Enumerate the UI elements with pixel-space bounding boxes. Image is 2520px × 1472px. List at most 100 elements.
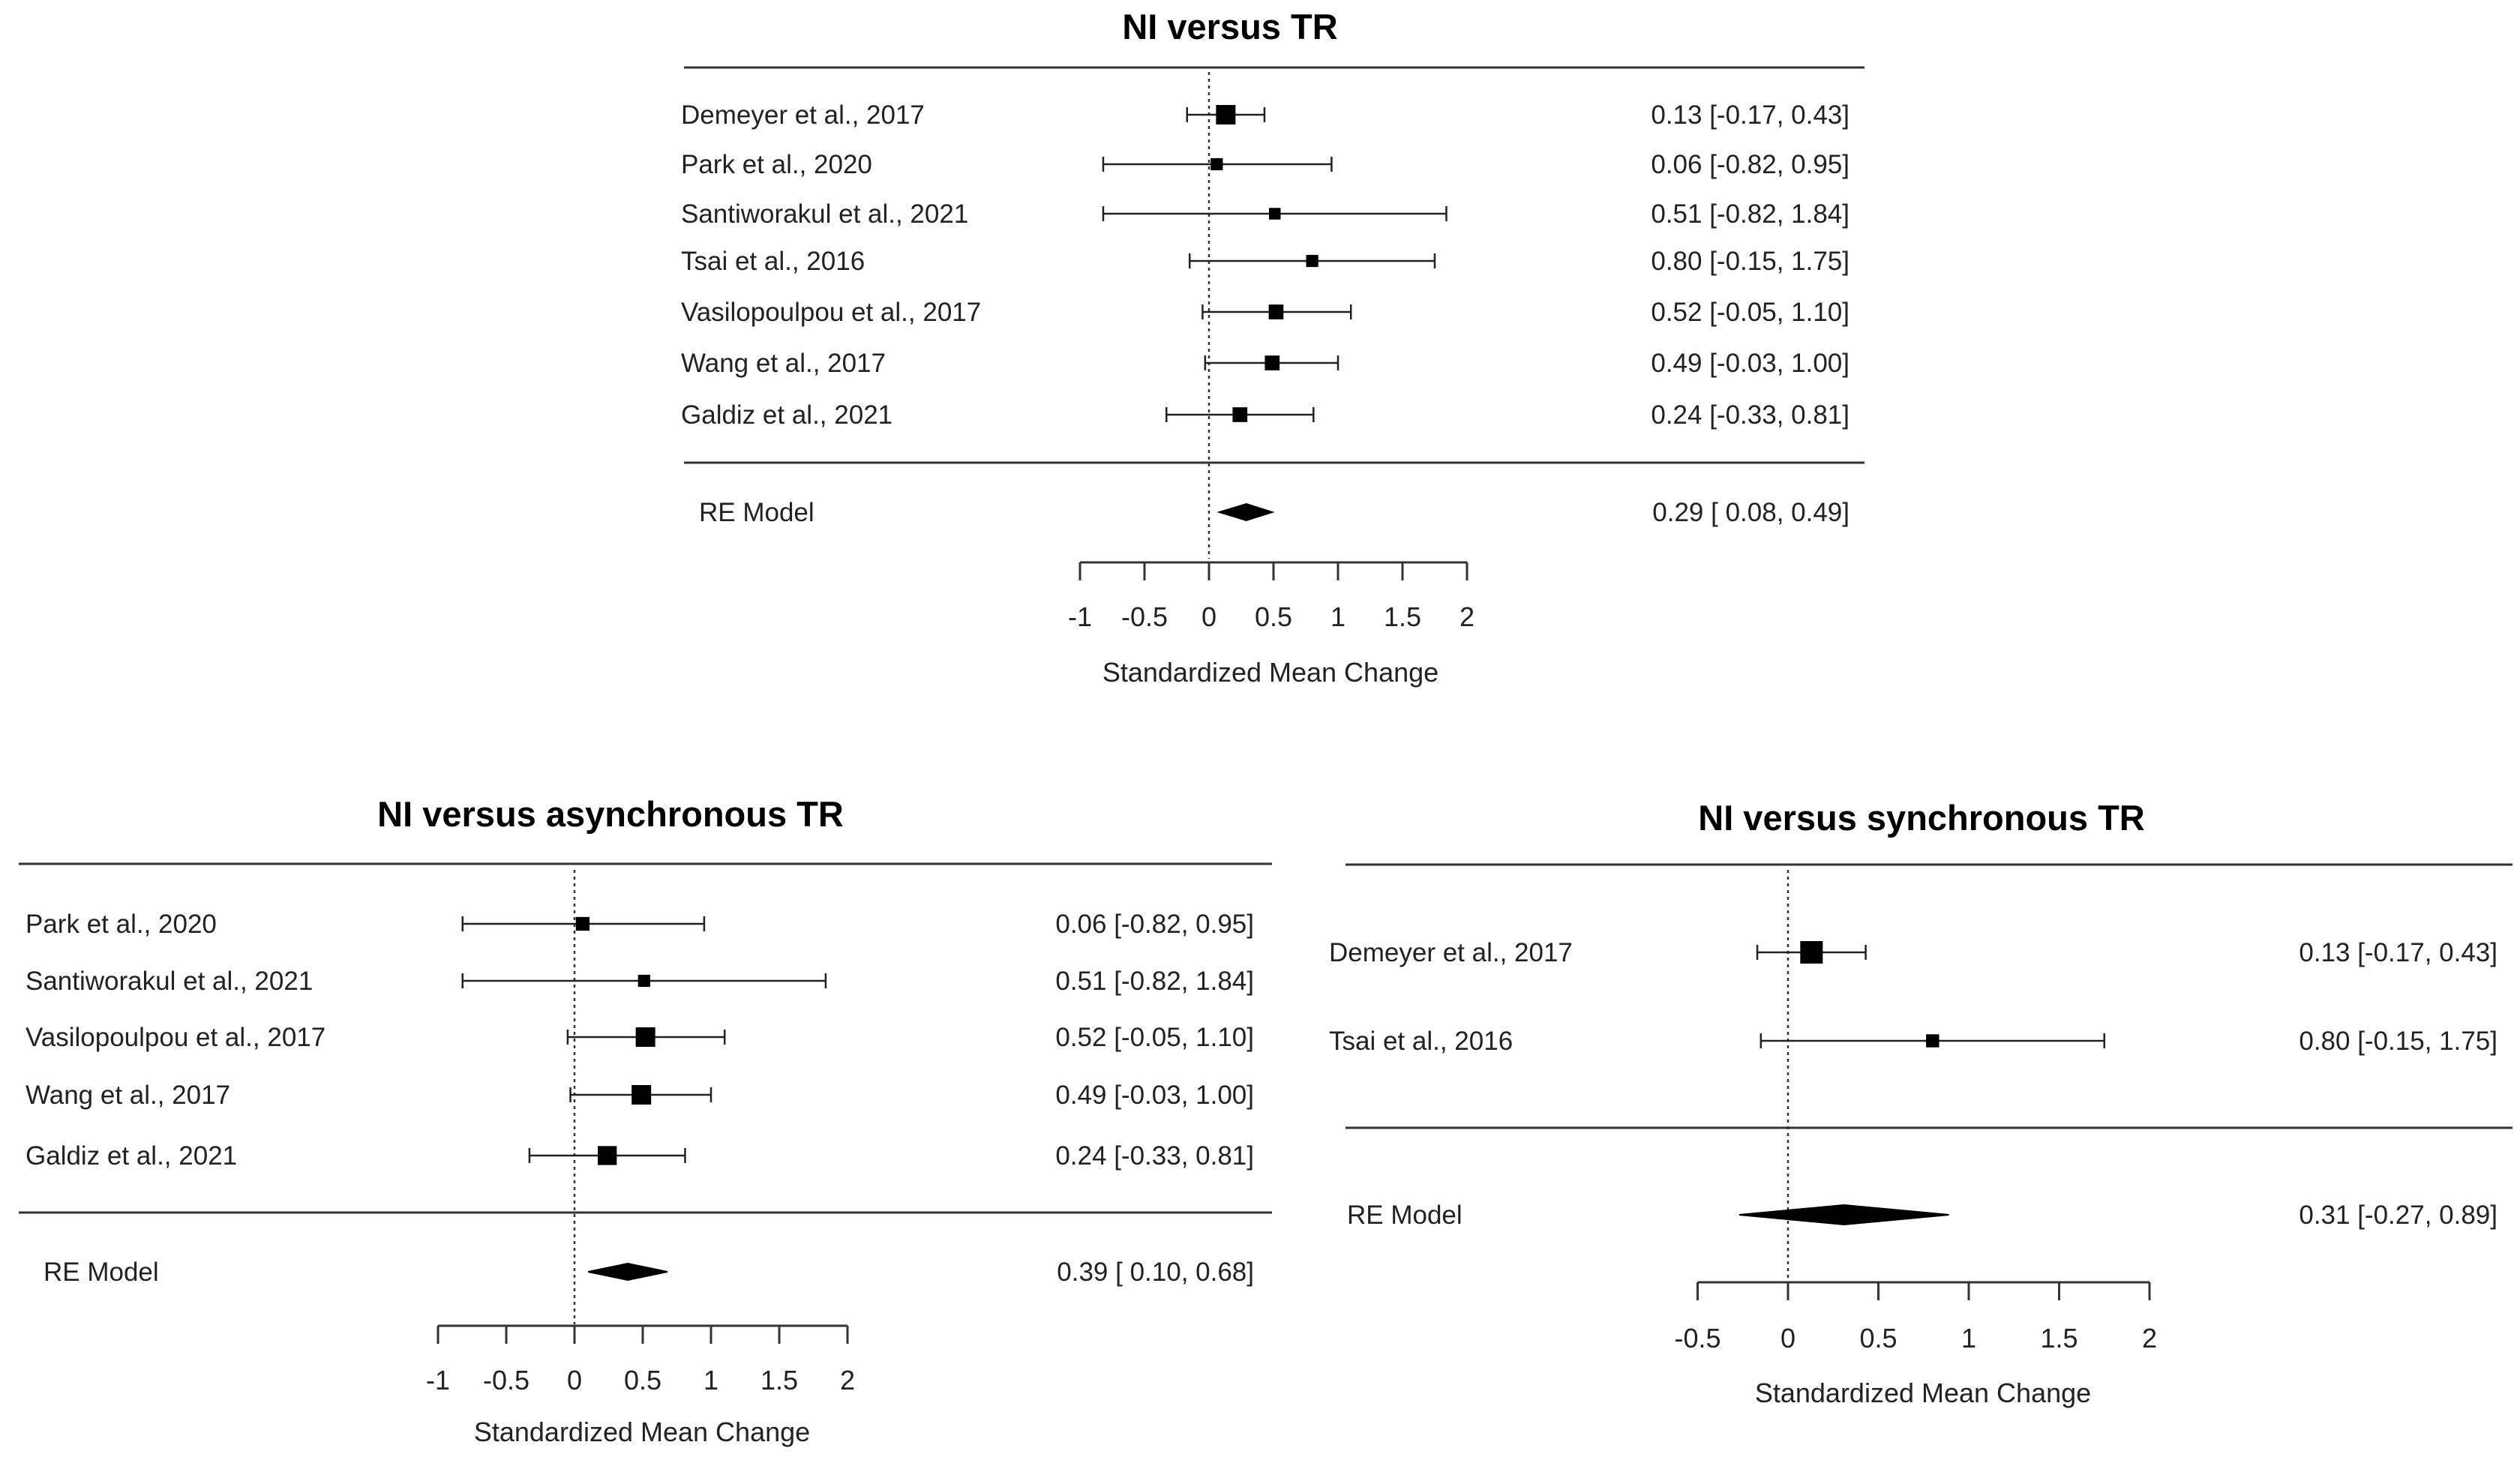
study-row: Santiworakul et al., 2021 0.51 [-0.82, 1.… <box>26 967 1254 996</box>
study-row: Park et al., 2020 0.06 [-0.82, 0.95] <box>26 910 1254 939</box>
study-row: Demeyer et al., 2017 0.13 [-0.17, 0.43] <box>681 100 1850 130</box>
point-estimate-square <box>638 974 650 988</box>
x-tick-label: 0.5 <box>1859 1323 1897 1354</box>
x-tick-label: 1.5 <box>760 1365 798 1396</box>
study-ci-text: 0.52 [-0.05, 1.10] <box>1055 1023 1254 1052</box>
panel-title: NI versus TR <box>1122 7 1337 46</box>
x-tick-label: 2 <box>2142 1323 2157 1354</box>
study-label: Tsai et al., 2016 <box>681 247 865 276</box>
point-estimate-square <box>1210 157 1223 171</box>
forest-panel-3: NI versus synchronous TR Demeyer et al., … <box>1329 798 2512 1408</box>
summary-row: RE Model 0.29 [ 0.08, 0.49] <box>699 498 1850 527</box>
study-row: Vasilopoulpou et al., 2017 0.52 [-0.05, 1… <box>681 298 1850 327</box>
x-tick-label: 1 <box>1330 601 1346 632</box>
x-axis-title: Standardized Mean Change <box>1102 657 1438 688</box>
point-estimate-square <box>1232 407 1248 422</box>
x-axis: -0.5 0 0.5 1 1.5 2 Standardized Mean Change <box>1674 1281 2157 1408</box>
study-ci-text: 0.06 [-0.82, 0.95] <box>1055 910 1254 939</box>
x-tick-label: 1.5 <box>2040 1323 2078 1354</box>
study-ci-text: 0.51 [-0.82, 1.84] <box>1055 967 1254 996</box>
x-tick-label: 0.5 <box>624 1365 662 1396</box>
summary-ci-text: 0.39 [ 0.10, 0.68] <box>1057 1258 1254 1287</box>
x-tick-label: 1 <box>704 1365 718 1396</box>
forest-panel-1: NI versus TR Demeyer et al., 2017 0.13 [-0… <box>681 7 1864 688</box>
study-row: Vasilopoulpou et al., 2017 0.52 [-0.05, 1… <box>26 1023 1254 1052</box>
study-row: Tsai et al., 2016 0.80 [-0.15, 1.75] <box>681 247 1850 276</box>
x-tick-label: -0.5 <box>1121 601 1168 632</box>
point-estimate-square <box>1268 208 1281 220</box>
study-row: Wang et al., 2017 0.49 [-0.03, 1.00] <box>26 1081 1254 1110</box>
study-label: Santiworakul et al., 2021 <box>26 967 313 996</box>
point-estimate-square <box>575 916 590 931</box>
point-estimate-square <box>1216 105 1236 124</box>
study-row: Wang et al., 2017 0.49 [-0.03, 1.00] <box>681 349 1850 378</box>
panel-title: NI versus asynchronous TR <box>377 794 844 834</box>
point-estimate-square <box>1306 254 1318 268</box>
summary-row: RE Model 0.39 [ 0.10, 0.68] <box>44 1258 1254 1287</box>
x-axis-title: Standardized Mean Change <box>474 1417 810 1447</box>
x-tick-label: 1.5 <box>1384 601 1421 632</box>
point-estimate-square <box>635 1027 656 1047</box>
study-row: Galdiz et al., 2021 0.24 [-0.33, 0.81] <box>681 400 1850 430</box>
x-axis: -1 -0.5 0 0.5 1 1.5 2 Standardized Mean Change <box>426 1324 855 1447</box>
study-label: Demeyer et al., 2017 <box>681 100 925 130</box>
summary-diamond <box>587 1262 668 1282</box>
study-row: Park et al., 2020 0.06 [-0.82, 0.95] <box>681 150 1850 179</box>
x-axis-title: Standardized Mean Change <box>1755 1378 2091 1408</box>
study-ci-text: 0.24 [-0.33, 0.81] <box>1651 400 1850 430</box>
x-tick-label: -0.5 <box>1674 1323 1720 1354</box>
study-ci-text: 0.51 [-0.82, 1.84] <box>1651 199 1850 229</box>
study-label: Galdiz et al., 2021 <box>26 1141 237 1171</box>
summary-ci-text: 0.29 [ 0.08, 0.49] <box>1652 498 1850 527</box>
x-tick-label: 0 <box>1780 1323 1796 1354</box>
x-tick-label: -1 <box>426 1365 450 1396</box>
study-ci-text: 0.80 [-0.15, 1.75] <box>2299 1027 2498 1056</box>
summary-label: RE Model <box>44 1258 159 1287</box>
x-tick-label: 0 <box>567 1365 582 1396</box>
point-estimate-square <box>632 1085 652 1105</box>
x-tick-label: 0 <box>1202 601 1216 632</box>
study-ci-text: 0.13 [-0.17, 0.43] <box>2299 938 2498 967</box>
point-estimate-square <box>1800 941 1823 964</box>
study-ci-text: 0.13 [-0.17, 0.43] <box>1651 100 1850 130</box>
study-row: Santiworakul et al., 2021 0.51 [-0.82, 1.… <box>681 199 1850 229</box>
study-label: Wang et al., 2017 <box>26 1081 230 1110</box>
point-estimate-square <box>1264 355 1280 370</box>
summary-label: RE Model <box>1347 1201 1462 1230</box>
panel-title: NI versus synchronous TR <box>1698 798 2145 838</box>
study-ci-text: 0.24 [-0.33, 0.81] <box>1055 1141 1254 1171</box>
study-label: Park et al., 2020 <box>26 910 217 939</box>
study-label: Vasilopoulpou et al., 2017 <box>681 298 981 327</box>
summary-diamond <box>1216 502 1275 522</box>
summary-ci-text: 0.31 [-0.27, 0.89] <box>2299 1201 2498 1230</box>
study-row: Galdiz et al., 2021 0.24 [-0.33, 0.81] <box>26 1141 1254 1171</box>
x-tick-label: -1 <box>1068 601 1092 632</box>
point-estimate-square <box>1926 1034 1940 1048</box>
study-ci-text: 0.80 [-0.15, 1.75] <box>1651 247 1850 276</box>
study-label: Wang et al., 2017 <box>681 349 886 378</box>
summary-row: RE Model 0.31 [-0.27, 0.89] <box>1347 1201 2498 1230</box>
study-ci-text: 0.49 [-0.03, 1.00] <box>1651 349 1850 378</box>
study-label: Park et al., 2020 <box>681 150 872 179</box>
x-tick-label: 2 <box>840 1365 855 1396</box>
summary-label: RE Model <box>699 498 814 527</box>
x-tick-label: 2 <box>1460 601 1474 632</box>
x-tick-label: -0.5 <box>483 1365 530 1396</box>
x-axis: -1 -0.5 0 0.5 1 1.5 2 Standardized Mean Change <box>1068 561 1474 688</box>
study-label: Vasilopoulpou et al., 2017 <box>26 1023 326 1052</box>
point-estimate-square <box>598 1146 617 1165</box>
study-label: Galdiz et al., 2021 <box>681 400 892 430</box>
summary-diamond <box>1738 1204 1949 1226</box>
x-tick-label: 0.5 <box>1255 601 1292 632</box>
point-estimate-square <box>1268 304 1284 319</box>
study-label: Santiworakul et al., 2021 <box>681 199 968 229</box>
study-ci-text: 0.52 [-0.05, 1.10] <box>1651 298 1850 327</box>
x-tick-label: 1 <box>1961 1323 1976 1354</box>
study-row: Demeyer et al., 2017 0.13 [-0.17, 0.43] <box>1329 938 2498 967</box>
study-label: Demeyer et al., 2017 <box>1329 938 1573 967</box>
study-row: Tsai et al., 2016 0.80 [-0.15, 1.75] <box>1329 1027 2498 1056</box>
study-ci-text: 0.49 [-0.03, 1.00] <box>1055 1081 1254 1110</box>
study-ci-text: 0.06 [-0.82, 0.95] <box>1651 150 1850 179</box>
